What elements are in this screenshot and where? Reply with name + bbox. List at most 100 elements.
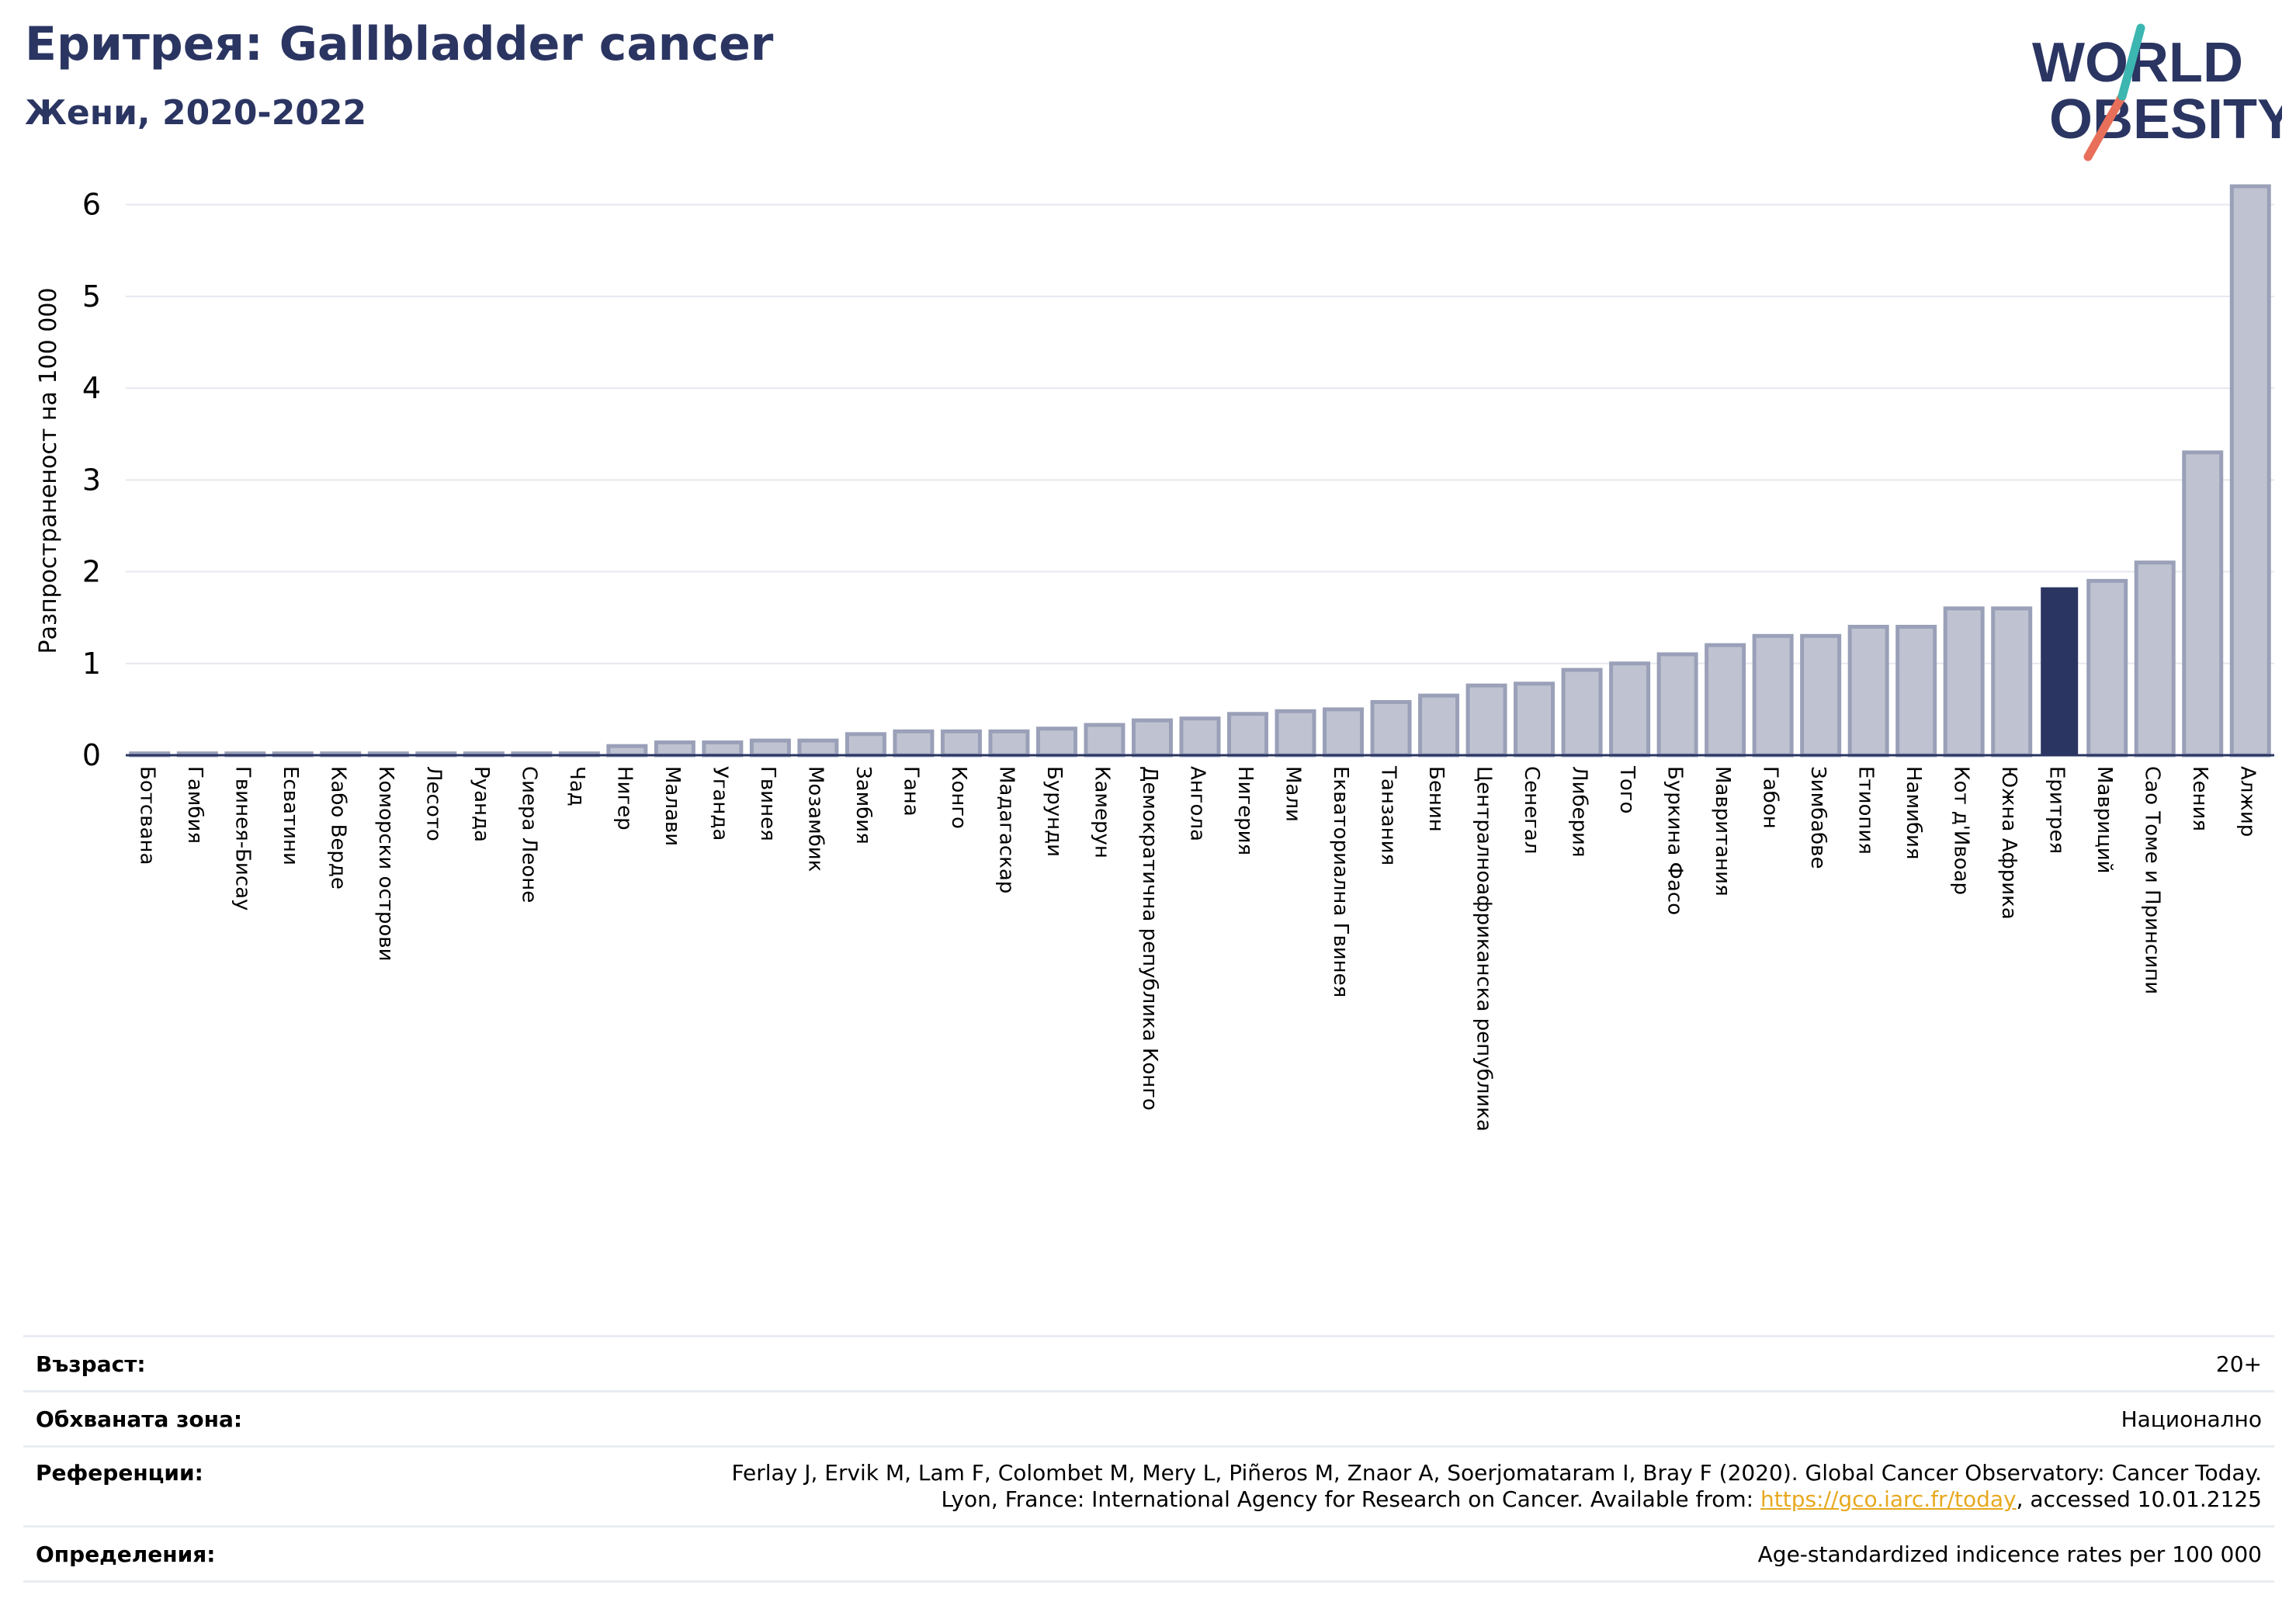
- x-tick-label: Алжир: [2236, 766, 2260, 837]
- info-row-references: Референции: Ferlay J, Ervik M, Lam F, Co…: [23, 1445, 2274, 1525]
- bar: [2182, 450, 2224, 758]
- bar: [1656, 652, 1698, 758]
- bar: [1943, 606, 1985, 758]
- x-tick-label: Есватини: [279, 766, 302, 865]
- y-tick-label: 0: [82, 738, 101, 772]
- bar: [2086, 578, 2128, 758]
- x-tick-label: Замбия: [851, 766, 875, 844]
- y-tick-label: 5: [82, 279, 101, 314]
- y-tick-label: 4: [82, 371, 101, 405]
- bar: [845, 732, 886, 758]
- x-tick-label: Малави: [661, 766, 684, 846]
- bars: [129, 184, 2271, 758]
- x-tick-label: Екваториална Гвинея: [1329, 766, 1352, 997]
- bar: [606, 744, 648, 758]
- x-axis-labels: Ботсвана Гамбия Гвинея-Бисау Есватини Кабо В…: [135, 765, 2259, 1132]
- bar: [1179, 716, 1221, 758]
- bar: [654, 740, 695, 758]
- x-tick-label: Етиопия: [1854, 766, 1878, 855]
- reference-line-2-prefix: Lyon, France: International Agency for R…: [941, 1486, 1760, 1512]
- x-tick-label: Мадагаскар: [994, 766, 1018, 893]
- references-label: Референции:: [36, 1460, 203, 1486]
- info-row-definitions: Определения: Age-standardized indicence …: [23, 1525, 2274, 1583]
- bar: [1991, 606, 2033, 758]
- bar: [1465, 683, 1507, 758]
- x-tick-label: Нигерия: [1233, 766, 1257, 855]
- bar: [1561, 668, 1603, 758]
- x-tick-label: Гамбия: [183, 766, 206, 844]
- world-obesity-logo: WORLD OBESITY: [2032, 23, 2282, 161]
- x-tick-label: Либерия: [1568, 766, 1591, 858]
- bar: [749, 738, 791, 758]
- y-tick-label: 3: [82, 463, 101, 497]
- x-tick-label: Габон: [1759, 766, 1782, 829]
- x-tick-label: Мали: [1282, 766, 1305, 822]
- bar: [1131, 718, 1173, 758]
- bar: [1895, 624, 1937, 758]
- definitions-value: Age-standardized indicence rates per 100…: [1757, 1542, 2262, 1567]
- x-tick-label: Сао Томе и Принсипи: [2141, 766, 2164, 994]
- x-tick-label: Намибия: [1902, 766, 1925, 860]
- reference-link[interactable]: https://gco.iarc.fr/today: [1760, 1486, 2017, 1512]
- logo-slash-teal: [2117, 23, 2145, 101]
- age-value: 20+: [2215, 1351, 2262, 1377]
- x-tick-label: Кабо Верде: [326, 766, 349, 890]
- x-tick-label: Камерун: [1090, 766, 1113, 858]
- x-tick-label: Кот д'Ивоар: [1950, 766, 1973, 895]
- bar: [893, 729, 935, 758]
- x-tick-label: Мавриций: [2093, 766, 2116, 874]
- info-row-area: Обхваната зона: Национално: [23, 1390, 2274, 1445]
- x-tick-label: Ботсвана: [135, 766, 158, 865]
- x-tick-label: Танзания: [1377, 765, 1400, 865]
- x-tick-label: Бенин: [1424, 766, 1448, 832]
- x-tick-label: Бурунди: [1042, 766, 1066, 857]
- logo-slash-red: [2083, 92, 2127, 161]
- x-tick-label: Сенегал: [1520, 766, 1543, 854]
- y-tick-label: 6: [82, 188, 101, 222]
- definitions-label: Определения:: [36, 1542, 216, 1567]
- x-tick-label: Демократична република Конго: [1138, 766, 1161, 1111]
- bar: [2229, 184, 2271, 758]
- x-tick-label: Сиера Леоне: [517, 766, 540, 903]
- reference-line-1: Ferlay J, Ervik M, Lam F, Colombet M, Me…: [731, 1460, 2262, 1486]
- bar: [1035, 727, 1077, 758]
- x-tick-label: Того: [1615, 765, 1639, 813]
- bar: [1084, 723, 1125, 758]
- bar: [1418, 693, 1460, 758]
- x-tick-label: Гвинея: [756, 766, 779, 841]
- bar: [797, 738, 839, 758]
- age-label: Възраст:: [36, 1351, 146, 1377]
- page-subtitle: Жени, 2020-2022: [25, 93, 367, 133]
- bar: [1514, 681, 1556, 758]
- y-tick-label: 1: [82, 647, 101, 681]
- bar: [2134, 560, 2176, 758]
- area-value: Национално: [2121, 1406, 2262, 1432]
- x-tick-label: Лесото: [421, 766, 445, 841]
- bar: [988, 729, 1030, 758]
- bar: [1609, 661, 1651, 758]
- x-tick-label: Гвинея-Бисау: [231, 766, 254, 910]
- x-tick-label: Централноафриканска република: [1472, 766, 1496, 1132]
- x-tick-label: Еритрея: [2045, 766, 2069, 854]
- x-tick-label: Уганда: [708, 766, 731, 841]
- reference-line-2-suffix: , accessed 10.01.2125: [2016, 1486, 2262, 1512]
- bar: [1275, 709, 1316, 758]
- bar: [1847, 624, 1889, 758]
- bar-chart: 0 1 2 3 4 5 6 Ботсвана Гамбия Гвинея-Бисау Есвати…: [35, 184, 2274, 1132]
- y-tick-label: 2: [82, 555, 101, 589]
- info-table: Възраст: 20+ Обхваната зона: Национално …: [23, 1335, 2274, 1583]
- bar: [1752, 633, 1794, 758]
- x-tick-label: Нигер: [612, 766, 636, 831]
- x-tick-label: Коморски острови: [374, 766, 397, 962]
- x-tick-label: Чад: [565, 766, 588, 806]
- x-tick-label: Гана: [899, 766, 922, 817]
- bar: [2041, 587, 2079, 755]
- y-axis-label: Разпространеност на 100 000: [35, 288, 62, 654]
- logo-text-obesity: OBESITY: [2049, 88, 2282, 151]
- page-title: Еритрея: Gallbladder cancer: [25, 17, 774, 71]
- y-axis-ticks: 0 1 2 3 4 5 6: [82, 188, 101, 772]
- bar: [1323, 707, 1365, 758]
- area-label: Обхваната зона:: [36, 1406, 243, 1432]
- x-tick-label: Конго: [947, 766, 970, 829]
- bar: [1705, 643, 1746, 758]
